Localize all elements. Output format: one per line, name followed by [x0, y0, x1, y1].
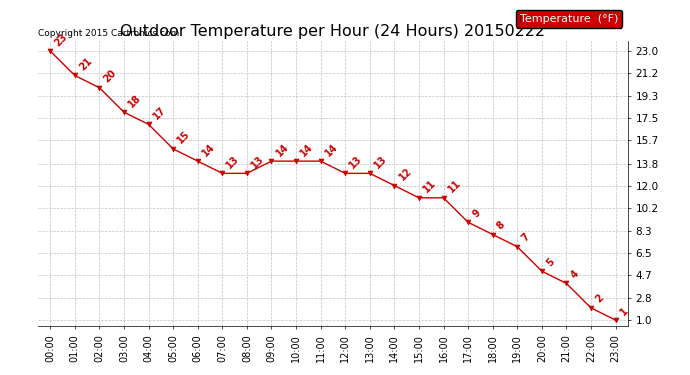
Text: 13: 13: [373, 154, 389, 170]
Text: 4: 4: [569, 268, 581, 280]
Text: 14: 14: [323, 141, 339, 158]
Legend: Temperature  (°F): Temperature (°F): [516, 10, 622, 27]
Text: 13: 13: [249, 154, 266, 170]
Text: 1: 1: [618, 305, 630, 317]
Text: 11: 11: [446, 178, 462, 195]
Text: 12: 12: [397, 166, 413, 183]
Text: 14: 14: [200, 141, 217, 158]
Text: 15: 15: [175, 129, 193, 146]
Text: 18: 18: [126, 92, 143, 109]
Text: 14: 14: [299, 141, 315, 158]
Text: 13: 13: [225, 154, 241, 170]
Text: 9: 9: [471, 207, 482, 219]
Text: 7: 7: [520, 232, 531, 244]
Text: 11: 11: [422, 178, 438, 195]
Title: Outdoor Temperature per Hour (24 Hours) 20150222: Outdoor Temperature per Hour (24 Hours) …: [120, 24, 546, 39]
Text: 5: 5: [544, 256, 556, 268]
Text: 8: 8: [495, 219, 507, 231]
Text: 2: 2: [593, 293, 605, 305]
Text: 20: 20: [102, 68, 119, 85]
Text: Copyright 2015 Cartronics.com: Copyright 2015 Cartronics.com: [38, 29, 179, 38]
Text: 17: 17: [151, 105, 168, 122]
Text: 23: 23: [52, 32, 69, 48]
Text: 14: 14: [274, 141, 290, 158]
Text: 21: 21: [77, 56, 94, 72]
Text: 13: 13: [348, 154, 364, 170]
